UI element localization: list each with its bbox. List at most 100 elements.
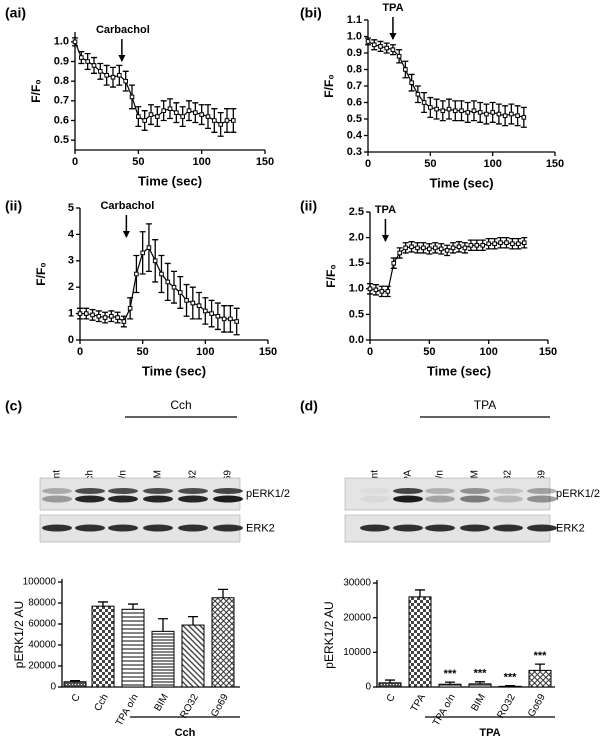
band: [527, 495, 557, 503]
bar: [438, 683, 462, 688]
x-tick-label: TPA o/n: [431, 692, 458, 728]
y-tick-label: 10000: [343, 647, 371, 658]
y-tick-label: 0.3: [347, 146, 362, 158]
marker: [385, 289, 391, 294]
data-line: [74, 41, 234, 126]
marker: [403, 245, 408, 251]
marker: [171, 284, 177, 290]
marker: [199, 112, 204, 117]
band: [213, 495, 243, 503]
marker: [98, 69, 103, 74]
y-tick-label: 0.6: [347, 96, 362, 108]
x-tick-label: 0: [365, 158, 371, 170]
marker: [127, 306, 133, 311]
x-axis-label: Time (sec): [427, 363, 491, 378]
x-axis-label: Time (sec): [138, 173, 202, 188]
marker: [373, 287, 379, 293]
y-tick-label: 1.1: [347, 14, 362, 26]
x-tick-label: C: [385, 692, 398, 704]
marker: [428, 105, 433, 110]
x-tick-label: 50: [132, 156, 144, 168]
x-tick-label: Cch: [92, 692, 110, 713]
panel-label: (d): [300, 398, 318, 414]
error-bar: [188, 616, 198, 626]
x-tick-label: 0: [72, 156, 78, 168]
band: [493, 488, 523, 494]
y-tick-label: 0.8: [54, 75, 69, 87]
marker: [196, 303, 202, 308]
y-tick-label: 30000: [343, 578, 371, 589]
marker: [403, 67, 408, 72]
band: [213, 488, 243, 494]
marker: [474, 242, 480, 248]
bar: [121, 608, 145, 688]
panel-label: (c): [5, 398, 22, 414]
band: [425, 524, 455, 532]
band: [42, 495, 72, 503]
marker: [415, 245, 420, 251]
marker: [152, 258, 158, 264]
marker: [231, 118, 236, 123]
y-tick-label: 0.5: [349, 308, 364, 320]
band: [143, 488, 173, 494]
band-label: pERK1/2: [246, 488, 290, 500]
y-axis-label: F/F₀: [324, 264, 338, 287]
band: [493, 524, 523, 532]
band-label: pERK1/2: [556, 488, 600, 500]
annotation: Carbachol: [100, 200, 154, 212]
x-axis-label: Time (sec): [142, 363, 206, 378]
marker: [365, 39, 371, 44]
marker: [444, 248, 450, 253]
marker: [228, 316, 233, 322]
error-bar: [70, 680, 80, 682]
y-axis-label: F/F₀: [29, 79, 43, 102]
x-tick-label: BIM: [152, 692, 170, 713]
marker: [215, 313, 221, 319]
y-tick-label: 5: [68, 202, 74, 214]
marker: [140, 250, 145, 256]
marker: [409, 80, 414, 86]
y-tick-label: 0.4: [347, 129, 363, 141]
y-tick-label: 0.8: [347, 63, 362, 75]
y-tick-label: 1.5: [349, 257, 364, 269]
y-tick-label: 2.5: [349, 206, 364, 218]
x-tick-label: 150: [539, 346, 557, 358]
band: [460, 524, 490, 532]
bar: [378, 682, 402, 688]
x-tick-label: 150: [546, 158, 564, 170]
band: [425, 488, 455, 494]
bracket-label: Cch: [175, 727, 196, 739]
marker: [161, 108, 166, 113]
group-label: TPA: [474, 398, 496, 412]
panel-label: (bi): [300, 5, 322, 21]
x-tick-label: BIM: [469, 692, 487, 713]
band: [42, 488, 72, 494]
y-axis-label: F/F₀: [322, 74, 336, 97]
marker: [177, 290, 183, 295]
marker: [421, 245, 426, 251]
y-axis-label: pERK1/2 AU: [12, 601, 26, 668]
marker: [510, 241, 515, 247]
y-tick-label: 0.5: [54, 134, 69, 146]
marker: [224, 118, 230, 123]
marker: [396, 54, 402, 59]
x-tick-label: 150: [259, 346, 277, 358]
band: [143, 495, 173, 503]
marker: [440, 108, 446, 114]
bar: [151, 630, 175, 688]
y-tick-label: 100000: [23, 577, 57, 588]
panel-label: (ii): [5, 198, 22, 214]
marker: [397, 250, 402, 256]
blot: [39, 477, 241, 511]
marker: [465, 110, 471, 115]
y-tick-label: 80000: [28, 598, 56, 609]
marker: [121, 319, 127, 324]
x-tick-label: 0: [77, 346, 83, 358]
marker: [136, 114, 141, 119]
marker: [96, 313, 102, 319]
y-tick-label: 1.0: [347, 30, 362, 42]
marker: [446, 106, 452, 112]
marker: [104, 72, 109, 78]
x-tick-label: RO32: [178, 692, 201, 721]
y-tick-label: 0.9: [54, 55, 69, 67]
